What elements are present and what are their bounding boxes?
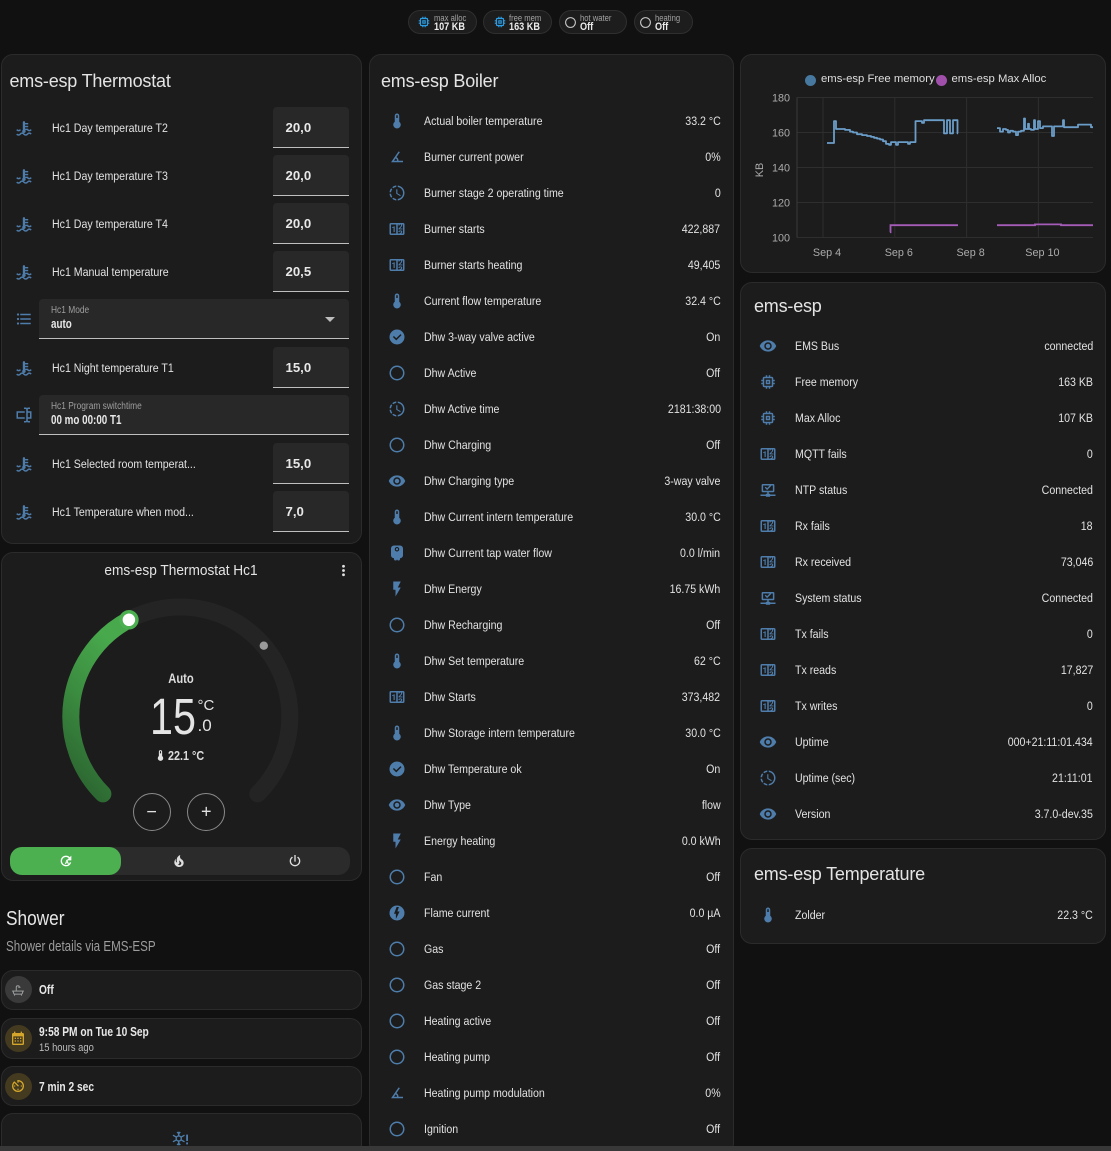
svg-text:140: 140	[772, 163, 790, 175]
svg-text:160: 160	[772, 128, 790, 140]
svg-text:120: 120	[772, 198, 790, 210]
svg-text:180: 180	[772, 93, 790, 105]
svg-text:KB: KB	[754, 163, 766, 177]
svg-text:Sep 6: Sep 6	[885, 247, 913, 259]
svg-text:Sep 4: Sep 4	[813, 247, 841, 259]
svg-text:Sep 8: Sep 8	[956, 247, 984, 259]
svg-text:Sep 10: Sep 10	[1025, 247, 1059, 259]
svg-text:100: 100	[772, 233, 790, 245]
